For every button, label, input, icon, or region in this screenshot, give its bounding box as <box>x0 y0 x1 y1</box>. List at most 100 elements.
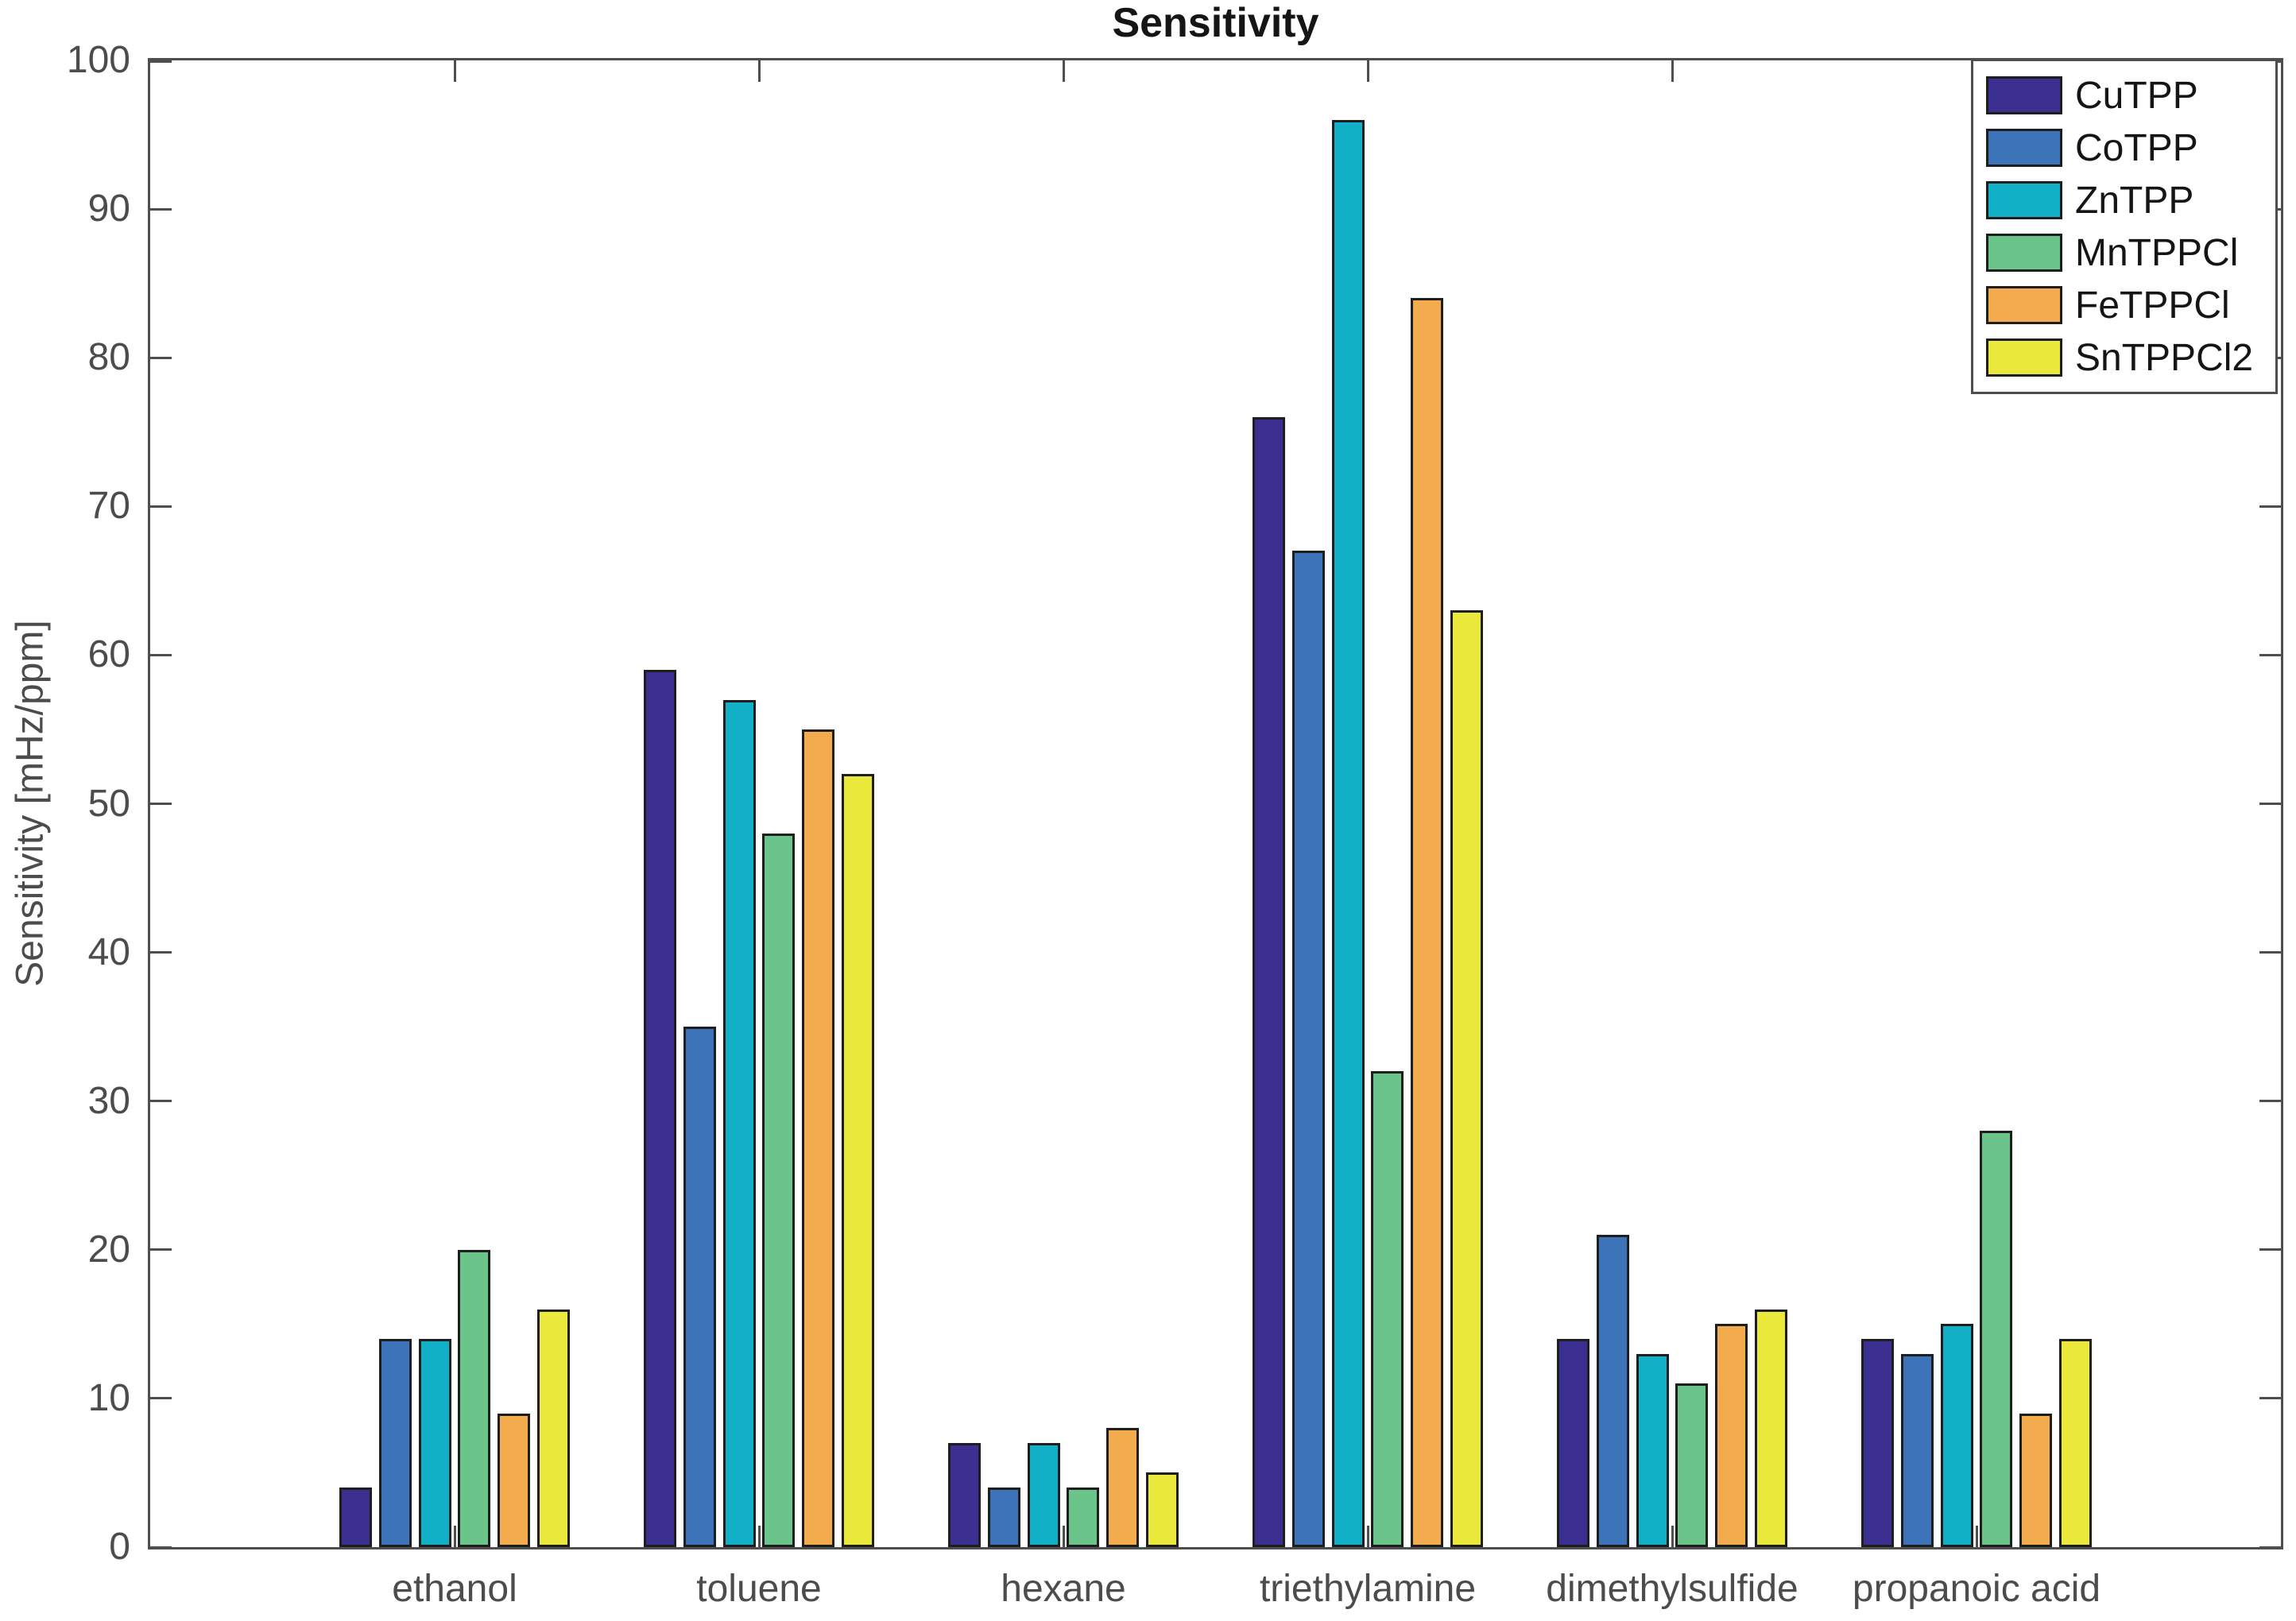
bar-SnTPPCl2-hexane <box>1146 1472 1179 1547</box>
bar-FeTPPCl-ethanol <box>498 1413 531 1547</box>
bar-MnTPPCl-ethanol <box>458 1249 491 1547</box>
y-tick-mark <box>150 1546 172 1549</box>
y-tick-mark <box>150 60 172 63</box>
legend-item-MnTPPCl: MnTPPCl <box>1986 226 2275 279</box>
x-tick-mark <box>757 60 761 82</box>
legend-item-CoTPP: CoTPP <box>1986 122 2275 174</box>
y-tick-mark <box>150 207 172 211</box>
y-tick-mark <box>150 1100 172 1103</box>
y-tick-mark <box>2259 951 2281 954</box>
y-tick-label: 70 <box>87 485 130 528</box>
x-tick-label: propanoic acid <box>1852 1568 2101 1610</box>
x-tick-mark <box>1062 1526 1065 1547</box>
bar-SnTPPCl2-triethylamine <box>1450 610 1483 1547</box>
y-tick-mark <box>150 356 172 359</box>
bar-ZnTPP-dimethylsulfide <box>1636 1353 1669 1547</box>
x-tick-mark <box>757 1526 761 1547</box>
legend-item-CuTPP: CuTPP <box>1986 69 2275 122</box>
x-tick-label: triethylamine <box>1259 1568 1477 1610</box>
legend-swatch-FeTPPCl <box>1986 286 2062 324</box>
y-tick-label: 10 <box>87 1376 130 1419</box>
x-tick-mark <box>1671 60 1674 82</box>
legend-label-MnTPPCl: MnTPPCl <box>2075 231 2239 274</box>
x-tick-mark <box>1671 1526 1674 1547</box>
bar-FeTPPCl-dimethylsulfide <box>1715 1324 1748 1547</box>
legend-label-ZnTPP: ZnTPP <box>2075 179 2194 222</box>
bar-CoTPP-ethanol <box>378 1339 412 1547</box>
bar-CoTPP-dimethylsulfide <box>1596 1235 1629 1547</box>
y-tick-label: 40 <box>87 930 130 973</box>
bar-SnTPPCl2-dimethylsulfide <box>1755 1309 1787 1547</box>
y-tick-label: 30 <box>87 1079 130 1122</box>
x-tick-mark <box>453 1526 456 1547</box>
y-tick-mark <box>150 1397 172 1400</box>
legend-item-ZnTPP: ZnTPP <box>1986 174 2275 226</box>
legend-swatch-SnTPPCl2 <box>1986 339 2062 377</box>
bar-ZnTPP-hexane <box>1027 1443 1060 1547</box>
bar-CuTPP-triethylamine <box>1253 417 1285 1547</box>
x-tick-mark <box>1366 60 1369 82</box>
x-tick-mark <box>1975 1526 1978 1547</box>
bar-MnTPPCl-hexane <box>1067 1488 1100 1547</box>
y-tick-mark <box>150 1248 172 1252</box>
bar-MnTPPCl-propanoic-acid <box>1980 1131 2013 1547</box>
legend-swatch-ZnTPP <box>1986 181 2062 219</box>
y-tick-label: 60 <box>87 633 130 676</box>
bar-CuTPP-propanoic-acid <box>1861 1339 1894 1547</box>
x-tick-mark <box>1062 60 1065 82</box>
y-tick-label: 20 <box>87 1228 130 1271</box>
bar-FeTPPCl-triethylamine <box>1411 298 1444 1547</box>
x-tick-label: toluene <box>696 1568 822 1610</box>
x-tick-label: dimethylsulfide <box>1546 1568 1798 1610</box>
legend: CuTPP CoTPP ZnTPP MnTPPCl FeTPPCl SnTPPCl2 <box>1971 59 2278 394</box>
bar-CuTPP-toluene <box>644 670 676 1547</box>
y-tick-label: 0 <box>109 1526 130 1568</box>
bar-ZnTPP-toluene <box>722 699 756 1547</box>
legend-label-SnTPPCl2: SnTPPCl2 <box>2075 336 2254 379</box>
legend-label-CuTPP: CuTPP <box>2075 74 2198 117</box>
bar-ZnTPP-triethylamine <box>1331 119 1365 1547</box>
y-tick-mark <box>2259 1546 2281 1549</box>
bar-SnTPPCl2-toluene <box>842 774 874 1547</box>
y-tick-mark <box>2259 803 2281 805</box>
y-tick-mark <box>2259 1397 2281 1400</box>
bar-SnTPPCl2-ethanol <box>537 1309 570 1547</box>
bar-MnTPPCl-toluene <box>762 833 796 1547</box>
y-tick-label: 90 <box>87 188 130 230</box>
legend-swatch-CoTPP <box>1986 129 2062 167</box>
chart-title: Sensitivity <box>1112 0 1319 46</box>
x-tick-mark <box>1366 1526 1369 1547</box>
legend-label-FeTPPCl: FeTPPCl <box>2075 284 2230 327</box>
bar-CoTPP-hexane <box>987 1488 1020 1547</box>
y-tick-mark <box>2259 1100 2281 1103</box>
y-tick-mark <box>150 653 172 656</box>
bar-FeTPPCl-toluene <box>802 729 835 1547</box>
bar-CuTPP-dimethylsulfide <box>1557 1339 1589 1547</box>
y-tick-mark <box>150 505 172 508</box>
y-tick-mark <box>2259 653 2281 656</box>
y-tick-mark <box>150 951 172 954</box>
y-tick-label: 100 <box>66 39 130 81</box>
plot-area <box>148 58 2283 1549</box>
bar-ZnTPP-propanoic-acid <box>1940 1324 1973 1547</box>
bar-CoTPP-triethylamine <box>1291 551 1325 1547</box>
bar-MnTPPCl-triethylamine <box>1371 1071 1404 1547</box>
legend-item-SnTPPCl2: SnTPPCl2 <box>1986 331 2275 384</box>
bar-FeTPPCl-propanoic-acid <box>2019 1413 2053 1547</box>
y-tick-label: 50 <box>87 782 130 825</box>
legend-swatch-CuTPP <box>1986 76 2062 114</box>
y-tick-label: 80 <box>87 336 130 379</box>
bar-FeTPPCl-hexane <box>1106 1428 1140 1547</box>
legend-swatch-MnTPPCl <box>1986 234 2062 272</box>
bar-CoTPP-toluene <box>683 1027 716 1547</box>
bar-CuTPP-ethanol <box>339 1488 372 1547</box>
x-tick-mark <box>453 60 456 82</box>
x-tick-label: hexane <box>1001 1568 1126 1610</box>
y-tick-mark <box>2259 505 2281 508</box>
x-tick-label: ethanol <box>392 1568 517 1610</box>
bar-CoTPP-propanoic-acid <box>1900 1353 1934 1547</box>
legend-item-FeTPPCl: FeTPPCl <box>1986 279 2275 331</box>
bar-MnTPPCl-dimethylsulfide <box>1675 1383 1709 1547</box>
bar-CuTPP-hexane <box>948 1443 981 1547</box>
